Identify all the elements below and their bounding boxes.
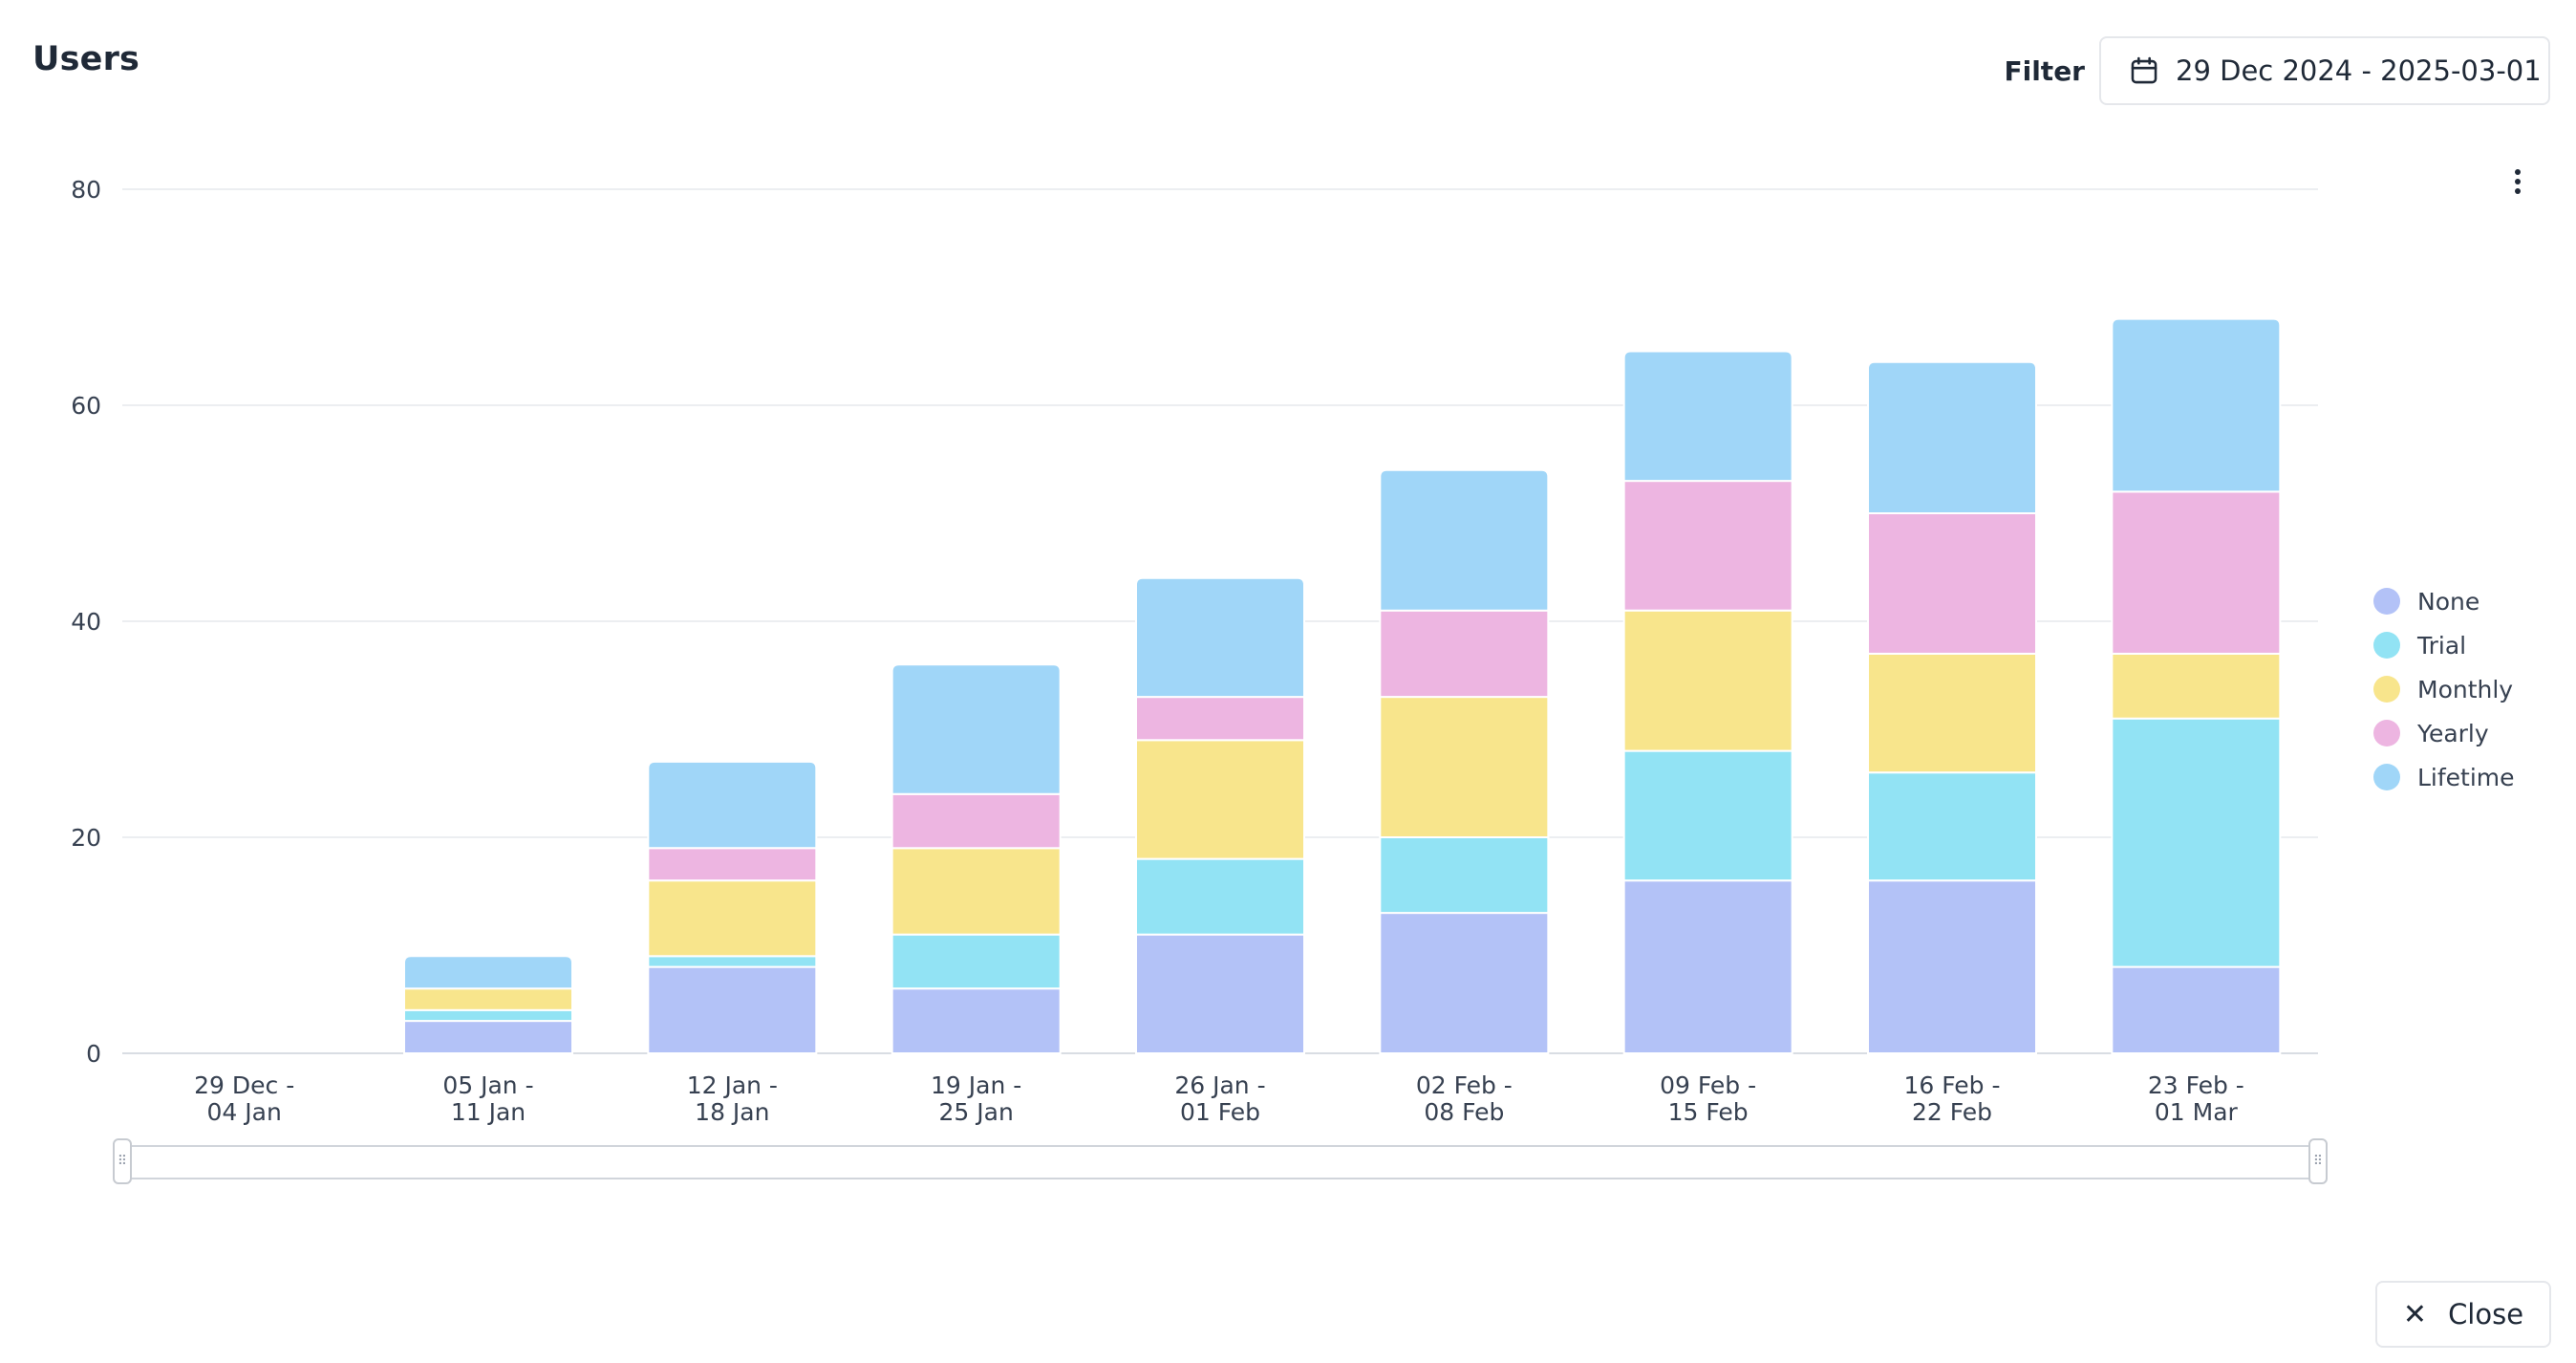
y-tick-label: 20 xyxy=(71,824,101,852)
x-tick-label: 05 Jan - xyxy=(442,1071,533,1099)
legend-item-yearly[interactable]: Yearly xyxy=(2373,711,2515,755)
bar-segment-none xyxy=(1622,879,1793,1055)
bar-segment-none xyxy=(2111,965,2282,1054)
close-button[interactable]: ✕ Close xyxy=(2375,1281,2551,1348)
bar-segment-trial xyxy=(1622,749,1793,882)
legend-swatch xyxy=(2373,720,2400,746)
legend-swatch xyxy=(2373,676,2400,703)
date-range-value: 29 Dec 2024 - 2025-03-01 xyxy=(2176,54,2542,87)
bar-segment-trial xyxy=(2111,717,2282,968)
y-tick-label: 80 xyxy=(71,176,101,204)
legend-item-lifetime[interactable]: Lifetime xyxy=(2373,755,2515,799)
x-tick-label: 22 Feb xyxy=(1912,1098,1992,1126)
close-label: Close xyxy=(2448,1298,2524,1331)
x-tick-label: 02 Feb - xyxy=(1416,1071,1513,1099)
legend-label: Monthly xyxy=(2417,675,2514,703)
bar-segment-none xyxy=(1379,912,1550,1054)
bar-segment-trial xyxy=(403,1008,573,1023)
filter-label: Filter xyxy=(2004,55,2085,87)
zoom-handle-start[interactable]: ⠿ xyxy=(113,1138,132,1184)
x-tick-label: 01 Feb xyxy=(1180,1098,1260,1126)
bar-segment-monthly xyxy=(1622,609,1793,752)
legend-swatch xyxy=(2373,632,2400,659)
y-tick-label: 0 xyxy=(86,1040,101,1068)
bar-segment-yearly xyxy=(1867,512,2037,655)
bar-segment-monthly xyxy=(403,987,573,1011)
zoom-range-slider[interactable] xyxy=(115,1145,2324,1179)
legend-item-monthly[interactable]: Monthly xyxy=(2373,667,2515,711)
x-tick-label: 12 Jan - xyxy=(687,1071,778,1099)
y-tick-label: 40 xyxy=(71,608,101,636)
chart-legend: None Trial Monthly Yearly Lifetime xyxy=(2373,579,2515,799)
bar-segment-yearly xyxy=(1135,696,1305,742)
bar-segment-trial xyxy=(891,933,1062,990)
page-title: Users xyxy=(32,40,140,78)
bar-segment-lifetime xyxy=(1622,350,1793,483)
bar-segment-none xyxy=(647,965,818,1054)
bar-segment-lifetime xyxy=(2111,317,2282,493)
more-vertical-icon[interactable] xyxy=(2503,162,2532,201)
bar-segment-monthly xyxy=(1135,739,1305,860)
x-tick-label: 11 Jan xyxy=(451,1098,526,1126)
x-tick-label: 23 Feb - xyxy=(2148,1071,2244,1099)
legend-label: Lifetime xyxy=(2417,763,2515,791)
bar-segment-none xyxy=(891,987,1062,1054)
bar-segment-yearly xyxy=(1622,480,1793,612)
zoom-handle-end[interactable]: ⠿ xyxy=(2308,1138,2328,1184)
bar-segment-yearly xyxy=(1379,609,1550,699)
legend-label: Trial xyxy=(2417,631,2467,660)
stacked-bar-chart: 0 20 40 60 80 29 Dec -04 Jan 05 Jan -11 Jan 12 … xyxy=(71,176,2318,1126)
x-tick-label: 25 Jan xyxy=(939,1098,1014,1126)
bar-segment-monthly xyxy=(1867,652,2037,774)
legend-label: None xyxy=(2417,587,2480,616)
bar-segment-lifetime xyxy=(1867,360,2037,514)
x-tick-label: 15 Feb xyxy=(1668,1098,1749,1126)
x-tick-label: 29 Dec - xyxy=(194,1071,294,1099)
bar-segment-trial xyxy=(1135,857,1305,936)
bar-segment-lifetime xyxy=(1135,576,1305,699)
date-range-picker[interactable]: 29 Dec 2024 - 2025-03-01 xyxy=(2099,36,2550,105)
legend-item-none[interactable]: None xyxy=(2373,579,2515,623)
bar-segment-lifetime xyxy=(891,663,1062,795)
y-tick-label: 60 xyxy=(71,392,101,420)
bar-segment-monthly xyxy=(1379,696,1550,838)
x-tick-label: 19 Jan - xyxy=(931,1071,1021,1099)
x-tick-label: 18 Jan xyxy=(695,1098,769,1126)
legend-item-trial[interactable]: Trial xyxy=(2373,623,2515,667)
bar-segment-trial xyxy=(647,955,818,968)
bar-segment-lifetime xyxy=(403,955,573,990)
bar-segment-none xyxy=(403,1020,573,1054)
x-tick-label: 26 Jan - xyxy=(1174,1071,1265,1099)
bar-segment-lifetime xyxy=(647,760,818,850)
bar-segment-none xyxy=(1135,933,1305,1055)
x-tick-label: 04 Jan xyxy=(207,1098,282,1126)
bar-segment-lifetime xyxy=(1379,468,1550,612)
legend-swatch xyxy=(2373,764,2400,790)
bar-segment-yearly xyxy=(647,847,818,882)
bar-segment-trial xyxy=(1379,836,1550,915)
bar-segment-trial xyxy=(1867,771,2037,882)
x-tick-label: 09 Feb - xyxy=(1660,1071,1756,1099)
calendar-icon xyxy=(2128,54,2160,87)
bar-segment-monthly xyxy=(2111,652,2282,720)
x-tick-label: 08 Feb xyxy=(1424,1098,1504,1126)
legend-swatch xyxy=(2373,588,2400,615)
bar-segment-yearly xyxy=(2111,490,2282,655)
x-tick-label: 16 Feb - xyxy=(1904,1071,2001,1099)
legend-label: Yearly xyxy=(2417,719,2489,747)
close-icon: ✕ xyxy=(2402,1297,2428,1331)
bar-segment-monthly xyxy=(891,847,1062,936)
x-tick-label: 01 Mar xyxy=(2155,1098,2239,1126)
bar-segment-yearly xyxy=(891,792,1062,850)
bar-segment-monthly xyxy=(647,879,818,958)
bar-segment-none xyxy=(1867,879,2037,1055)
